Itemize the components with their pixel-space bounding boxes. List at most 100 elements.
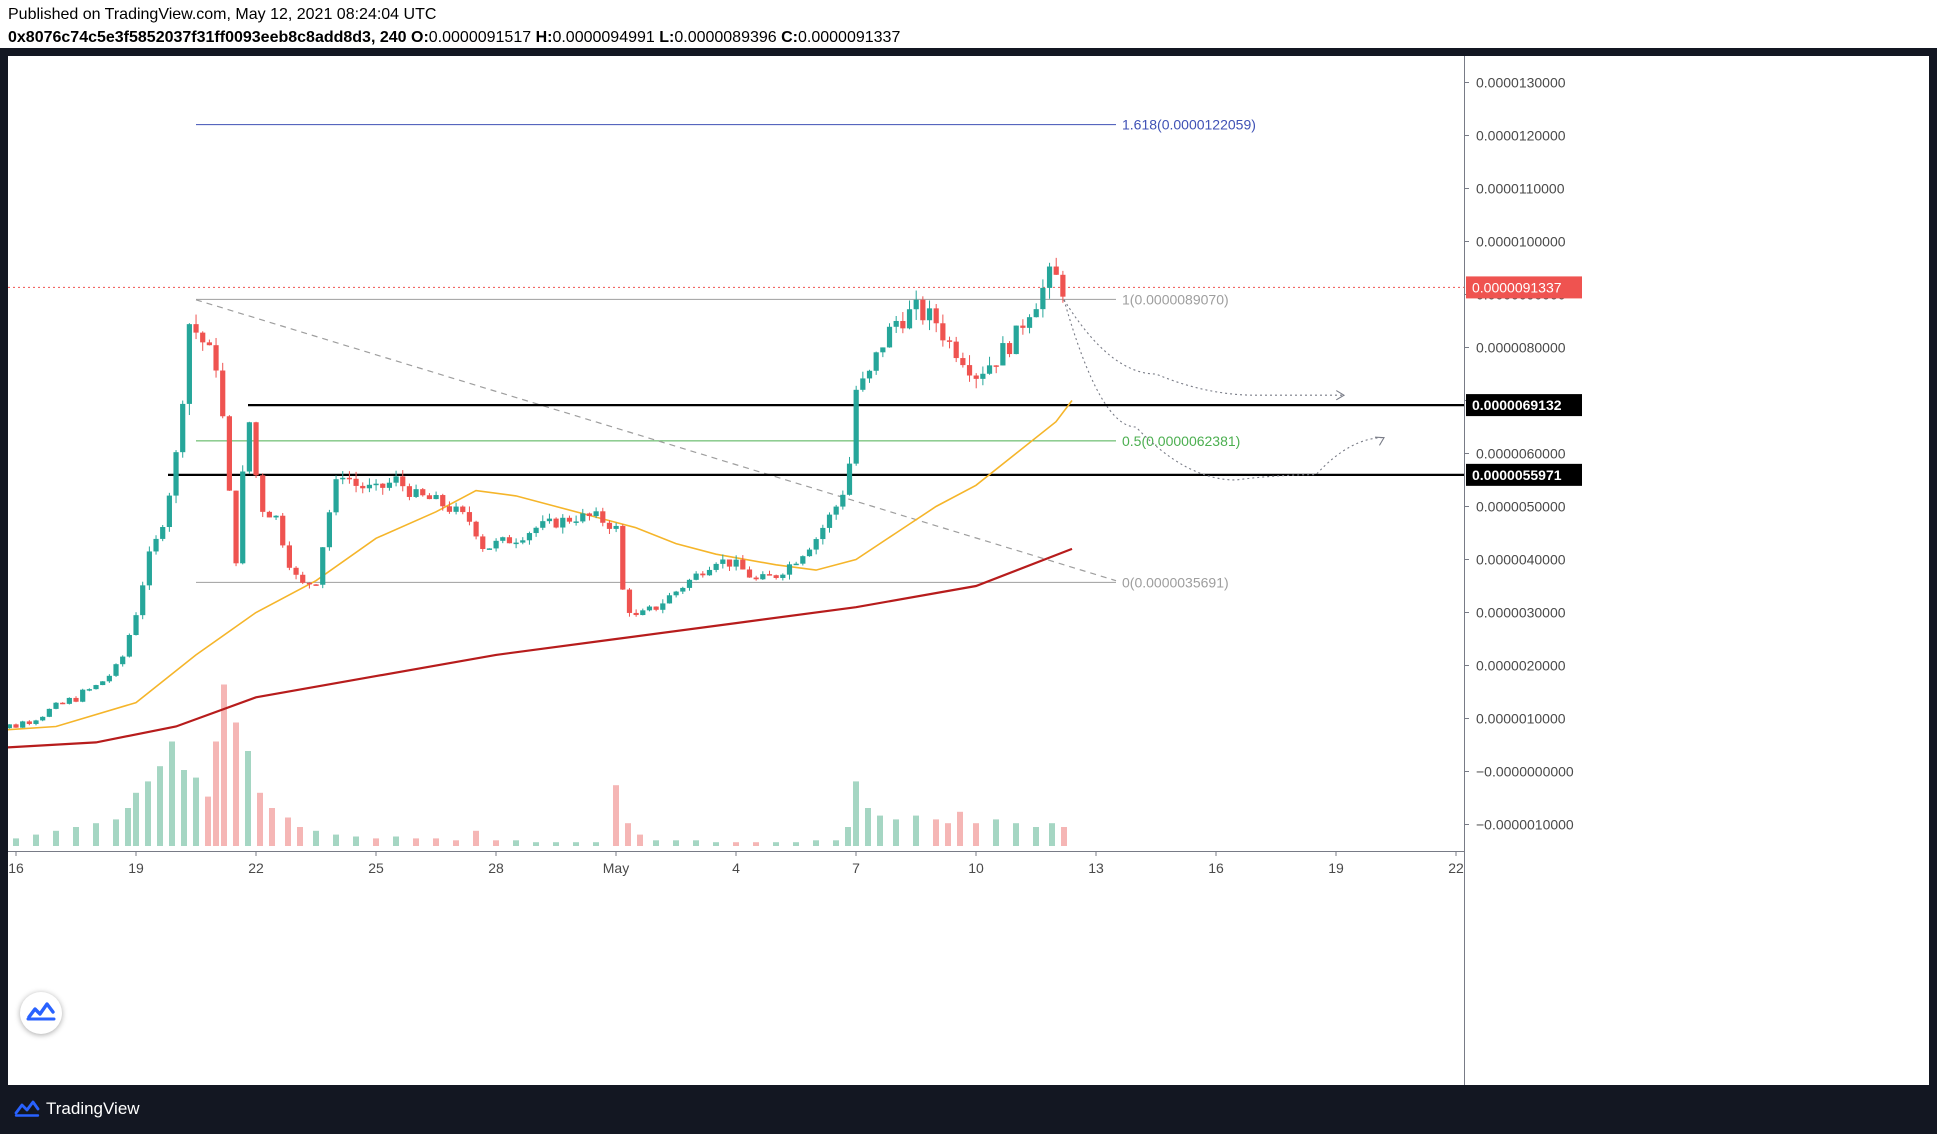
candle-body xyxy=(133,615,139,636)
volume-bar xyxy=(453,840,459,846)
candle-body xyxy=(946,340,953,342)
candle-body xyxy=(600,511,606,523)
current-price-label: 0.0000091337 xyxy=(1472,279,1562,295)
volume-bar xyxy=(973,823,979,846)
price-tick-label: 0.0000060000 xyxy=(1476,446,1566,462)
publish-header: Published on TradingView.com, May 12, 20… xyxy=(0,0,1937,48)
tradingview-logo-icon xyxy=(14,1100,40,1117)
candle-body xyxy=(580,513,586,522)
candle-body xyxy=(593,511,599,517)
candle-body xyxy=(746,569,753,578)
volume-bar xyxy=(653,840,659,846)
volume-bar xyxy=(613,785,619,846)
price-tick-label: −0.0000000000 xyxy=(1476,764,1574,780)
symbol-ohlc-line: 0x8076c74c5e3f5852037f31ff0093eeb8c8add8… xyxy=(8,29,900,47)
fib-level-label: 0(0.0000035691) xyxy=(1122,574,1229,590)
candle-body xyxy=(753,577,759,580)
volume-bar xyxy=(413,838,419,846)
candle-body xyxy=(8,724,12,729)
volume-bar xyxy=(269,808,275,846)
candle-body xyxy=(573,521,579,523)
volume-bar xyxy=(733,842,739,846)
candle-body xyxy=(300,574,306,583)
candle-body xyxy=(266,511,272,518)
candle-body xyxy=(360,485,366,489)
candle-body xyxy=(293,567,299,575)
candle-body xyxy=(1000,343,1006,366)
volume-bar xyxy=(637,834,643,846)
price-tick-label: 0.0000120000 xyxy=(1476,128,1566,144)
candle-body xyxy=(340,477,346,480)
candle-body xyxy=(46,708,52,717)
candle-body xyxy=(373,483,379,486)
volume-bar xyxy=(157,766,163,846)
candle-body xyxy=(866,370,873,379)
candle-body xyxy=(406,486,413,497)
candle-body xyxy=(533,527,539,534)
volume-bar xyxy=(853,781,859,846)
candle-body xyxy=(426,495,433,500)
fib-level-label: 1.618(0.0000122059) xyxy=(1122,117,1256,133)
volume-bar xyxy=(625,823,631,846)
price-tick-label: 0.0000030000 xyxy=(1476,605,1566,621)
volume-bar xyxy=(169,741,175,846)
candle-body xyxy=(366,484,373,489)
candle-body xyxy=(880,347,886,353)
candle-body xyxy=(386,482,393,488)
candle-body xyxy=(760,574,766,580)
candle-body xyxy=(220,370,226,417)
candle-body xyxy=(460,506,466,513)
time-tick-label: 7 xyxy=(852,860,860,876)
brand[interactable]: TradingView xyxy=(14,1098,140,1120)
time-tick-label: 19 xyxy=(1328,860,1344,876)
fib-retracement: 1.618(0.0000122059) 1(0.0000089070) 0.5(0.… xyxy=(196,117,1256,590)
candle-body xyxy=(1046,266,1053,288)
volume-bar xyxy=(221,684,227,846)
open-value: 0.0000091517 xyxy=(428,29,532,46)
candle-body xyxy=(93,685,99,690)
volume-bar xyxy=(53,830,59,846)
published-text: Published on TradingView.com, May 12, 20… xyxy=(8,6,437,23)
candle-body xyxy=(520,540,526,543)
candle-body xyxy=(693,573,699,580)
chart-logo-button[interactable] xyxy=(20,992,62,1034)
volume-bar xyxy=(673,840,679,846)
candle-body xyxy=(393,476,399,483)
candle-body xyxy=(933,308,939,324)
candle-body xyxy=(613,525,619,529)
volume-bar xyxy=(213,741,219,846)
open-label: O: xyxy=(411,29,429,46)
candle-body xyxy=(1040,287,1046,310)
chart-area[interactable]: 0.0000130000 0.0000120000 0.0000110000 0.00… xyxy=(8,56,1929,1085)
high-label: H: xyxy=(535,29,553,46)
candle-body xyxy=(26,721,32,724)
volume-bar xyxy=(113,819,119,846)
candle-body xyxy=(86,689,92,691)
time-tick-label: 4 xyxy=(732,860,740,876)
candle-body xyxy=(1013,325,1019,355)
price-chart[interactable]: 0.0000130000 0.0000120000 0.0000110000 0.00… xyxy=(8,56,1929,1085)
fib-level-label: 0.5(0.0000062381) xyxy=(1122,433,1240,449)
candle-body xyxy=(833,506,839,515)
candle-body xyxy=(673,591,679,596)
candle-body xyxy=(346,477,353,480)
support-price-badge xyxy=(1466,463,1582,486)
candle-body xyxy=(773,575,779,578)
candle-body xyxy=(960,358,966,366)
volume-bar xyxy=(145,781,151,846)
candle-body xyxy=(280,515,286,546)
candle-body xyxy=(726,559,733,567)
volume-bar xyxy=(533,842,539,846)
footer-bar: TradingView xyxy=(0,1088,1937,1134)
candle-body xyxy=(940,323,946,341)
volume-bar xyxy=(893,819,899,846)
candle-body xyxy=(893,320,899,327)
volume-bar xyxy=(753,842,759,846)
candle-body xyxy=(40,716,46,721)
time-axis: 16 19 22 25 28 May 4 7 10 13 16 19 22 xyxy=(8,851,1464,876)
candle-body xyxy=(820,527,826,540)
candle-body xyxy=(186,324,192,404)
candle-body xyxy=(473,521,479,537)
price-tick-label: 0.0000080000 xyxy=(1476,340,1566,356)
volume-bar xyxy=(205,796,211,846)
